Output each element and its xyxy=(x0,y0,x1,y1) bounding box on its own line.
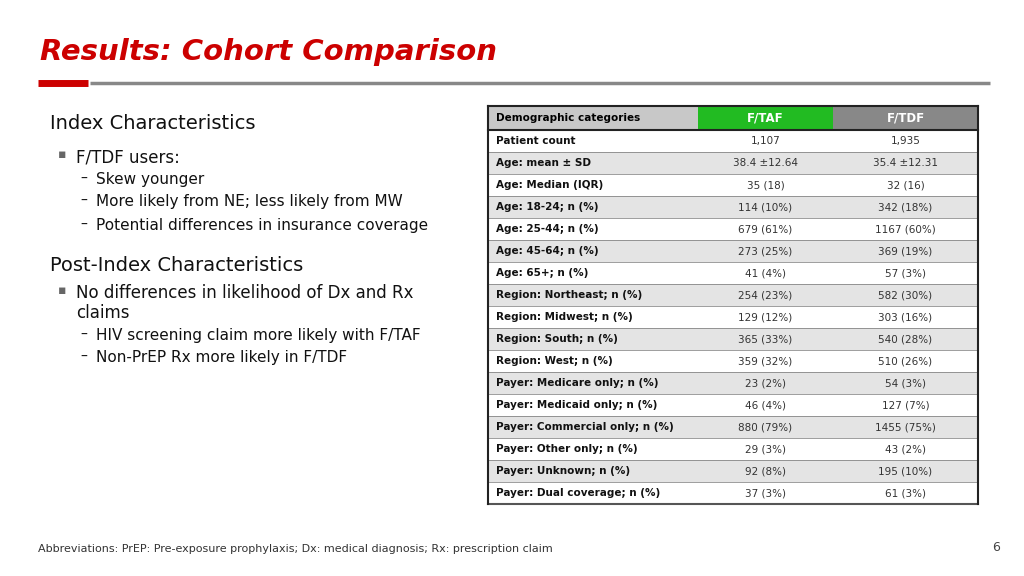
Text: 342 (18%): 342 (18%) xyxy=(879,202,933,212)
Bar xyxy=(488,460,978,482)
Text: –: – xyxy=(80,172,87,186)
Text: 582 (30%): 582 (30%) xyxy=(879,290,933,300)
Text: –: – xyxy=(80,194,87,208)
Text: Post-Index Characteristics: Post-Index Characteristics xyxy=(50,256,303,275)
Text: 273 (25%): 273 (25%) xyxy=(738,246,793,256)
Bar xyxy=(488,196,978,218)
Text: ▪: ▪ xyxy=(58,284,67,297)
Text: Potential differences in insurance coverage: Potential differences in insurance cover… xyxy=(96,218,428,233)
Text: claims: claims xyxy=(76,304,129,322)
Text: 1455 (75%): 1455 (75%) xyxy=(876,422,936,432)
Text: 43 (2%): 43 (2%) xyxy=(885,444,926,454)
Text: 38.4 ±12.64: 38.4 ±12.64 xyxy=(733,158,798,168)
Text: –: – xyxy=(80,350,87,364)
Bar xyxy=(488,482,978,504)
Bar xyxy=(488,284,978,306)
Text: 129 (12%): 129 (12%) xyxy=(738,312,793,322)
Text: 114 (10%): 114 (10%) xyxy=(738,202,793,212)
Bar xyxy=(488,438,978,460)
Text: Region: West; n (%): Region: West; n (%) xyxy=(496,356,612,366)
Text: More likely from NE; less likely from MW: More likely from NE; less likely from MW xyxy=(96,194,402,209)
Text: 195 (10%): 195 (10%) xyxy=(879,466,933,476)
Bar xyxy=(488,416,978,438)
Text: Payer: Medicaid only; n (%): Payer: Medicaid only; n (%) xyxy=(496,400,657,410)
Text: 35 (18): 35 (18) xyxy=(746,180,784,190)
Bar xyxy=(488,262,978,284)
Text: F/TDF: F/TDF xyxy=(887,112,925,124)
Text: 61 (3%): 61 (3%) xyxy=(885,488,926,498)
Text: Age: mean ± SD: Age: mean ± SD xyxy=(496,158,591,168)
Text: –: – xyxy=(80,218,87,232)
Text: Demographic categories: Demographic categories xyxy=(496,113,640,123)
Text: F/TDF users:: F/TDF users: xyxy=(76,148,180,166)
Text: Payer: Commercial only; n (%): Payer: Commercial only; n (%) xyxy=(496,422,674,432)
Text: 41 (4%): 41 (4%) xyxy=(745,268,786,278)
Bar xyxy=(488,174,978,196)
Text: Results: Cohort Comparison: Results: Cohort Comparison xyxy=(40,38,497,66)
Text: 37 (3%): 37 (3%) xyxy=(745,488,786,498)
Text: 1,107: 1,107 xyxy=(751,136,780,146)
Text: Payer: Dual coverage; n (%): Payer: Dual coverage; n (%) xyxy=(496,488,660,498)
Text: 92 (8%): 92 (8%) xyxy=(745,466,786,476)
Text: HIV screening claim more likely with F/TAF: HIV screening claim more likely with F/T… xyxy=(96,328,421,343)
Text: Skew younger: Skew younger xyxy=(96,172,204,187)
Text: F/TAF: F/TAF xyxy=(748,112,783,124)
Bar xyxy=(488,394,978,416)
Text: 54 (3%): 54 (3%) xyxy=(885,378,926,388)
Text: ▪: ▪ xyxy=(58,148,67,161)
Bar xyxy=(488,130,978,152)
Text: Age: 25-44; n (%): Age: 25-44; n (%) xyxy=(496,224,599,234)
Text: 1167 (60%): 1167 (60%) xyxy=(876,224,936,234)
Text: Age: 18-24; n (%): Age: 18-24; n (%) xyxy=(496,202,598,212)
Text: Patient count: Patient count xyxy=(496,136,575,146)
Bar xyxy=(488,306,978,328)
Text: Index Characteristics: Index Characteristics xyxy=(50,114,256,133)
Bar xyxy=(488,328,978,350)
Text: 1,935: 1,935 xyxy=(891,136,921,146)
Text: 35.4 ±12.31: 35.4 ±12.31 xyxy=(873,158,938,168)
Text: 6: 6 xyxy=(992,541,1000,554)
Text: Payer: Unknown; n (%): Payer: Unknown; n (%) xyxy=(496,466,630,476)
Text: 369 (19%): 369 (19%) xyxy=(879,246,933,256)
Text: –: – xyxy=(80,328,87,342)
Text: 510 (26%): 510 (26%) xyxy=(879,356,933,366)
Text: 29 (3%): 29 (3%) xyxy=(745,444,786,454)
Bar xyxy=(488,372,978,394)
Text: 359 (32%): 359 (32%) xyxy=(738,356,793,366)
Bar xyxy=(488,350,978,372)
Text: 540 (28%): 540 (28%) xyxy=(879,334,933,344)
Text: 254 (23%): 254 (23%) xyxy=(738,290,793,300)
Text: 57 (3%): 57 (3%) xyxy=(885,268,926,278)
Text: 127 (7%): 127 (7%) xyxy=(882,400,930,410)
Text: Age: 65+; n (%): Age: 65+; n (%) xyxy=(496,268,589,278)
Text: Payer: Other only; n (%): Payer: Other only; n (%) xyxy=(496,444,638,454)
Bar xyxy=(698,106,833,130)
Text: 303 (16%): 303 (16%) xyxy=(879,312,933,322)
Text: 23 (2%): 23 (2%) xyxy=(745,378,786,388)
Text: Age: Median (IQR): Age: Median (IQR) xyxy=(496,180,603,190)
Text: No differences in likelihood of Dx and Rx: No differences in likelihood of Dx and R… xyxy=(76,284,414,302)
Bar xyxy=(488,218,978,240)
Text: 365 (33%): 365 (33%) xyxy=(738,334,793,344)
Text: Non-PrEP Rx more likely in F/TDF: Non-PrEP Rx more likely in F/TDF xyxy=(96,350,347,365)
Bar xyxy=(833,106,978,130)
Text: 679 (61%): 679 (61%) xyxy=(738,224,793,234)
Text: Age: 45-64; n (%): Age: 45-64; n (%) xyxy=(496,246,599,256)
Bar xyxy=(488,240,978,262)
Text: Payer: Medicare only; n (%): Payer: Medicare only; n (%) xyxy=(496,378,658,388)
Text: 880 (79%): 880 (79%) xyxy=(738,422,793,432)
Bar xyxy=(488,152,978,174)
Text: Region: Midwest; n (%): Region: Midwest; n (%) xyxy=(496,312,633,322)
Text: 46 (4%): 46 (4%) xyxy=(745,400,786,410)
Text: Region: South; n (%): Region: South; n (%) xyxy=(496,334,617,344)
Text: Region: Northeast; n (%): Region: Northeast; n (%) xyxy=(496,290,642,300)
Text: 32 (16): 32 (16) xyxy=(887,180,925,190)
Bar xyxy=(488,106,698,130)
Text: Abbreviations: PrEP: Pre-exposure prophylaxis; Dx: medical diagnosis; Rx: prescr: Abbreviations: PrEP: Pre-exposure prophy… xyxy=(38,544,553,554)
